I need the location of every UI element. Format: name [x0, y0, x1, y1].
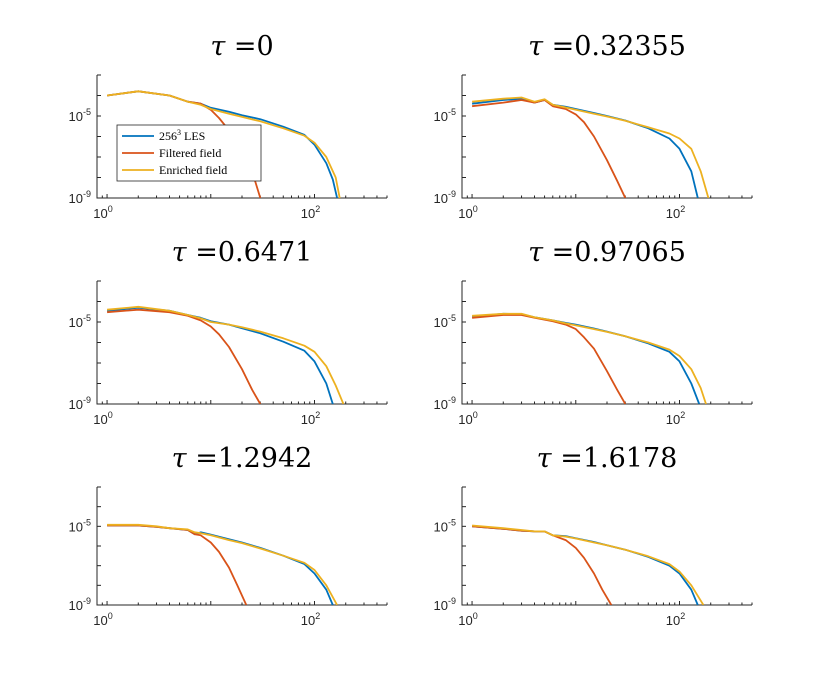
- axes-frame: [96, 281, 387, 405]
- title-value: 1.2942: [218, 443, 312, 474]
- series-line-les: [471, 97, 699, 198]
- y-tick-label: 10-5: [434, 517, 456, 534]
- y-tick-label: 10-9: [434, 596, 456, 613]
- series-line-les: [472, 525, 699, 605]
- series-line-enriched: [472, 96, 710, 198]
- x-tick-label: 100: [458, 611, 477, 628]
- x-tick-label: 102: [666, 611, 685, 628]
- panel-3: τ =0.6471 100 102 10-5 10-9: [69, 237, 388, 427]
- panel-4: τ =0.97065 100 102 10-5 10-9: [434, 237, 753, 427]
- series-line-filtered: [472, 314, 627, 404]
- x-tick-label: 100: [458, 410, 477, 427]
- legend-label-enriched: Enriched field: [159, 163, 227, 177]
- panel-1: τ =0 100 102 10-5 10-9 2563 LES Filtered field…: [69, 31, 388, 221]
- x-tick-label: 100: [458, 204, 477, 221]
- series-line-enriched: [106, 90, 341, 198]
- y-tick-label: 10-9: [69, 596, 91, 613]
- title-prefix: τ =: [172, 443, 218, 474]
- y-tick-label: 10-9: [69, 395, 91, 412]
- title-value: 0.32355: [574, 31, 686, 62]
- legend: 2563 LES Filtered field Enriched field: [116, 124, 262, 182]
- x-tick-label: 102: [301, 204, 320, 221]
- series-line-enriched: [107, 305, 345, 404]
- title-prefix: τ =: [537, 443, 583, 474]
- title-value: 1.6178: [583, 443, 677, 474]
- series-line-filtered: [471, 99, 627, 198]
- series-line-les: [107, 306, 334, 404]
- title-prefix: τ =: [528, 31, 574, 62]
- x-tick-label: 102: [666, 204, 685, 221]
- x-tick-label: 100: [93, 611, 112, 628]
- y-tick-label: 10-9: [434, 189, 456, 206]
- y-tick-label: 10-5: [434, 313, 456, 330]
- panel-5: τ =1.2942 100 102 10-5 10-9: [69, 443, 388, 628]
- title-value: 0.6471: [218, 237, 312, 268]
- series-line-filtered: [107, 524, 248, 605]
- y-tick-label: 10-5: [69, 517, 91, 534]
- y-tick-label: 10-9: [69, 189, 91, 206]
- panel-title: τ =0.97065: [528, 237, 686, 268]
- panel-title: τ =0: [210, 31, 273, 62]
- legend-label-filtered: Filtered field: [159, 146, 221, 160]
- series-line-enriched: [472, 524, 705, 605]
- panel-title: τ =1.6178: [537, 443, 678, 474]
- series-line-filtered: [107, 308, 262, 404]
- title-value: 0: [256, 31, 273, 62]
- series-line-enriched: [472, 312, 707, 404]
- title-prefix: τ =: [528, 237, 574, 268]
- x-tick-label: 100: [93, 410, 112, 427]
- y-tick-label: 10-5: [434, 107, 456, 124]
- x-tick-label: 102: [666, 410, 685, 427]
- axes-frame: [461, 75, 752, 199]
- y-tick-label: 10-5: [69, 107, 91, 124]
- title-prefix: τ =: [172, 237, 218, 268]
- panel-6: τ =1.6178 100 102 10-5 10-9: [434, 443, 753, 628]
- series-line-filtered: [472, 525, 613, 605]
- x-tick-label: 102: [301, 410, 320, 427]
- panel-title: τ =0.32355: [528, 31, 686, 62]
- y-tick-label: 10-9: [434, 395, 456, 412]
- axes-frame: [461, 281, 752, 405]
- x-tick-label: 100: [93, 204, 112, 221]
- title-value: 0.97065: [574, 237, 686, 268]
- title-prefix: τ =: [210, 31, 256, 62]
- y-tick-label: 10-5: [69, 313, 91, 330]
- x-tick-label: 102: [301, 611, 320, 628]
- panel-2: τ =0.32355 100 102 10-5 10-9: [434, 31, 753, 221]
- panel-title: τ =1.2942: [172, 443, 313, 474]
- axes-frame: [96, 487, 387, 606]
- series-line-enriched: [107, 523, 338, 605]
- panel-title: τ =0.6471: [172, 237, 313, 268]
- legend-label-les: 2563 LES: [159, 128, 205, 143]
